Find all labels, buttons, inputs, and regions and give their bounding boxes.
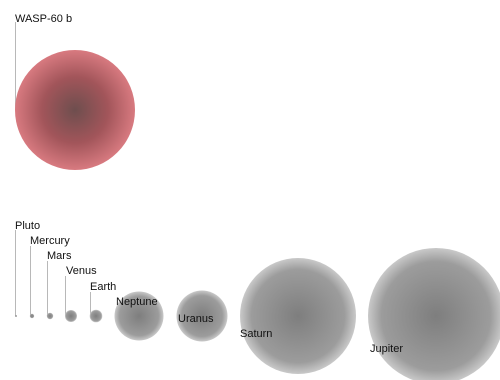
neptune-label: Neptune xyxy=(116,296,158,308)
pluto-circle xyxy=(15,315,17,317)
jupiter-circle xyxy=(368,248,500,380)
neptune-circle xyxy=(114,291,164,341)
earth-circle xyxy=(89,309,103,323)
wasp-60b-label: WASP-60 b xyxy=(15,13,72,25)
venus-label: Venus xyxy=(66,265,97,277)
venus-circle xyxy=(65,310,77,322)
mercury-label: Mercury xyxy=(30,235,70,247)
saturn-label: Saturn xyxy=(240,328,272,340)
uranus-label: Uranus xyxy=(178,313,214,325)
pluto-label: Pluto xyxy=(15,220,40,232)
earth-label: Earth xyxy=(90,281,116,293)
mars-label: Mars xyxy=(47,250,72,262)
saturn-circle xyxy=(240,258,356,374)
wasp-60b-circle xyxy=(15,50,135,170)
uranus-circle xyxy=(176,290,228,342)
mars-circle xyxy=(46,312,54,320)
jupiter-label: Jupiter xyxy=(370,343,403,355)
mercury-circle xyxy=(29,313,35,319)
